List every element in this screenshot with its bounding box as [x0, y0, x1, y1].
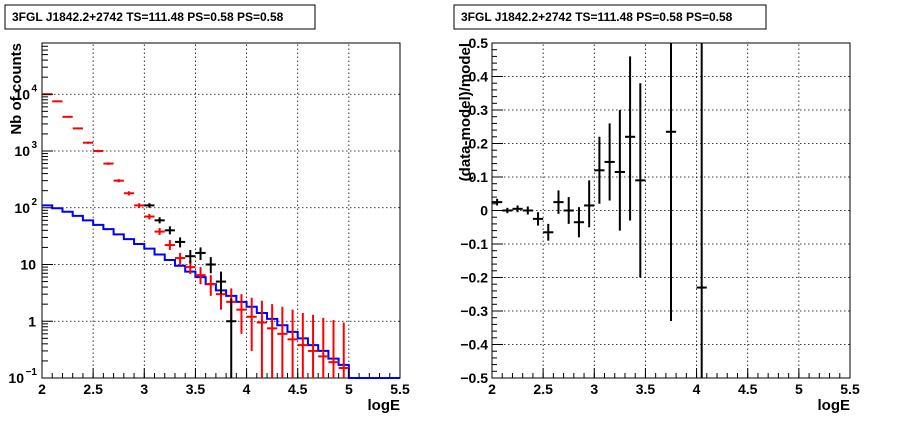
right-x-tick-label: 4.5 — [738, 381, 758, 397]
left-y-tick-exponent: 2 — [31, 197, 37, 208]
left-y-tick-label: 1 — [28, 313, 36, 329]
right-title-box — [453, 4, 767, 30]
left-plot-frame — [41, 42, 401, 379]
right-y-tick-label: 0.2 — [469, 136, 489, 152]
left-y-axis-label: Nb of counts — [8, 43, 25, 135]
left-x-tick-label: 4 — [243, 381, 251, 397]
right-y-tick-label: −0.2 — [460, 270, 488, 286]
right-x-tick-label: 4 — [693, 381, 701, 397]
right-panel: 2 2.5 3 3.5 4 4.5 5 5.5 −0.5 −0.4 −0.3 −0.2 −0.1 0 0.1… — [453, 4, 860, 414]
right-y-tick-label: 0 — [480, 203, 488, 219]
left-x-axis-label: logE — [368, 397, 401, 414]
right-y-tick-label: 0.5 — [469, 35, 489, 51]
left-y-tick-label: 10 — [8, 370, 24, 386]
left-y-tick-exponent: 3 — [31, 140, 37, 151]
left-y-tick-exponent: −1 — [26, 367, 38, 378]
right-y-tick-label: −0.4 — [460, 337, 488, 353]
right-y-tick-label: 0.3 — [469, 102, 489, 118]
left-x-tick-label: 5 — [345, 381, 353, 397]
left-x-tick-label: 2 — [38, 381, 46, 397]
left-chart-title: 3FGL J1842.2+2742 TS=111.48 PS=0.58 PS=0… — [12, 10, 284, 24]
right-y-tick-label: 0.4 — [469, 69, 489, 85]
right-chart-title: 3FGL J1842.2+2742 TS=111.48 PS=0.58 PS=0… — [461, 10, 733, 24]
right-y-tick-label: −0.1 — [460, 236, 488, 252]
right-x-tick-label: 2 — [488, 381, 496, 397]
right-x-tick-label: 5 — [795, 381, 803, 397]
right-x-tick-label: 5.5 — [840, 381, 860, 397]
right-y-axis-label: (data-model)/model — [457, 43, 474, 181]
left-x-tick-label: 3.5 — [186, 381, 206, 397]
left-x-tick-label: 3 — [140, 381, 148, 397]
right-x-axis-label: logE — [818, 397, 851, 414]
left-y-tick-label: 10 — [14, 143, 30, 159]
right-y-tick-label: 0.1 — [469, 169, 489, 185]
left-title-box — [4, 4, 316, 30]
left-y-tick-exponent: 4 — [31, 83, 37, 94]
left-x-tick-label: 5.5 — [390, 381, 410, 397]
left-y-tick-label: 10 — [14, 86, 30, 102]
left-x-tick-label: 2.5 — [83, 381, 103, 397]
left-x-tick-label: 4.5 — [288, 381, 308, 397]
left-y-tick-label: 10 — [20, 257, 36, 273]
left-y-tick-label: 10 — [14, 200, 30, 216]
right-axes: 2 2.5 3 3.5 4 4.5 5 5.5 −0.5 −0.4 −0.3 −0.2 −0.1 0 0.1… — [460, 35, 860, 397]
left-data — [42, 93, 400, 379]
right-x-tick-label: 2.5 — [533, 381, 553, 397]
right-y-tick-label: −0.3 — [460, 303, 488, 319]
right-y-tick-label: −0.5 — [460, 370, 488, 386]
right-x-tick-label: 3.5 — [636, 381, 656, 397]
right-data — [492, 43, 707, 378]
right-x-tick-label: 3 — [590, 381, 598, 397]
